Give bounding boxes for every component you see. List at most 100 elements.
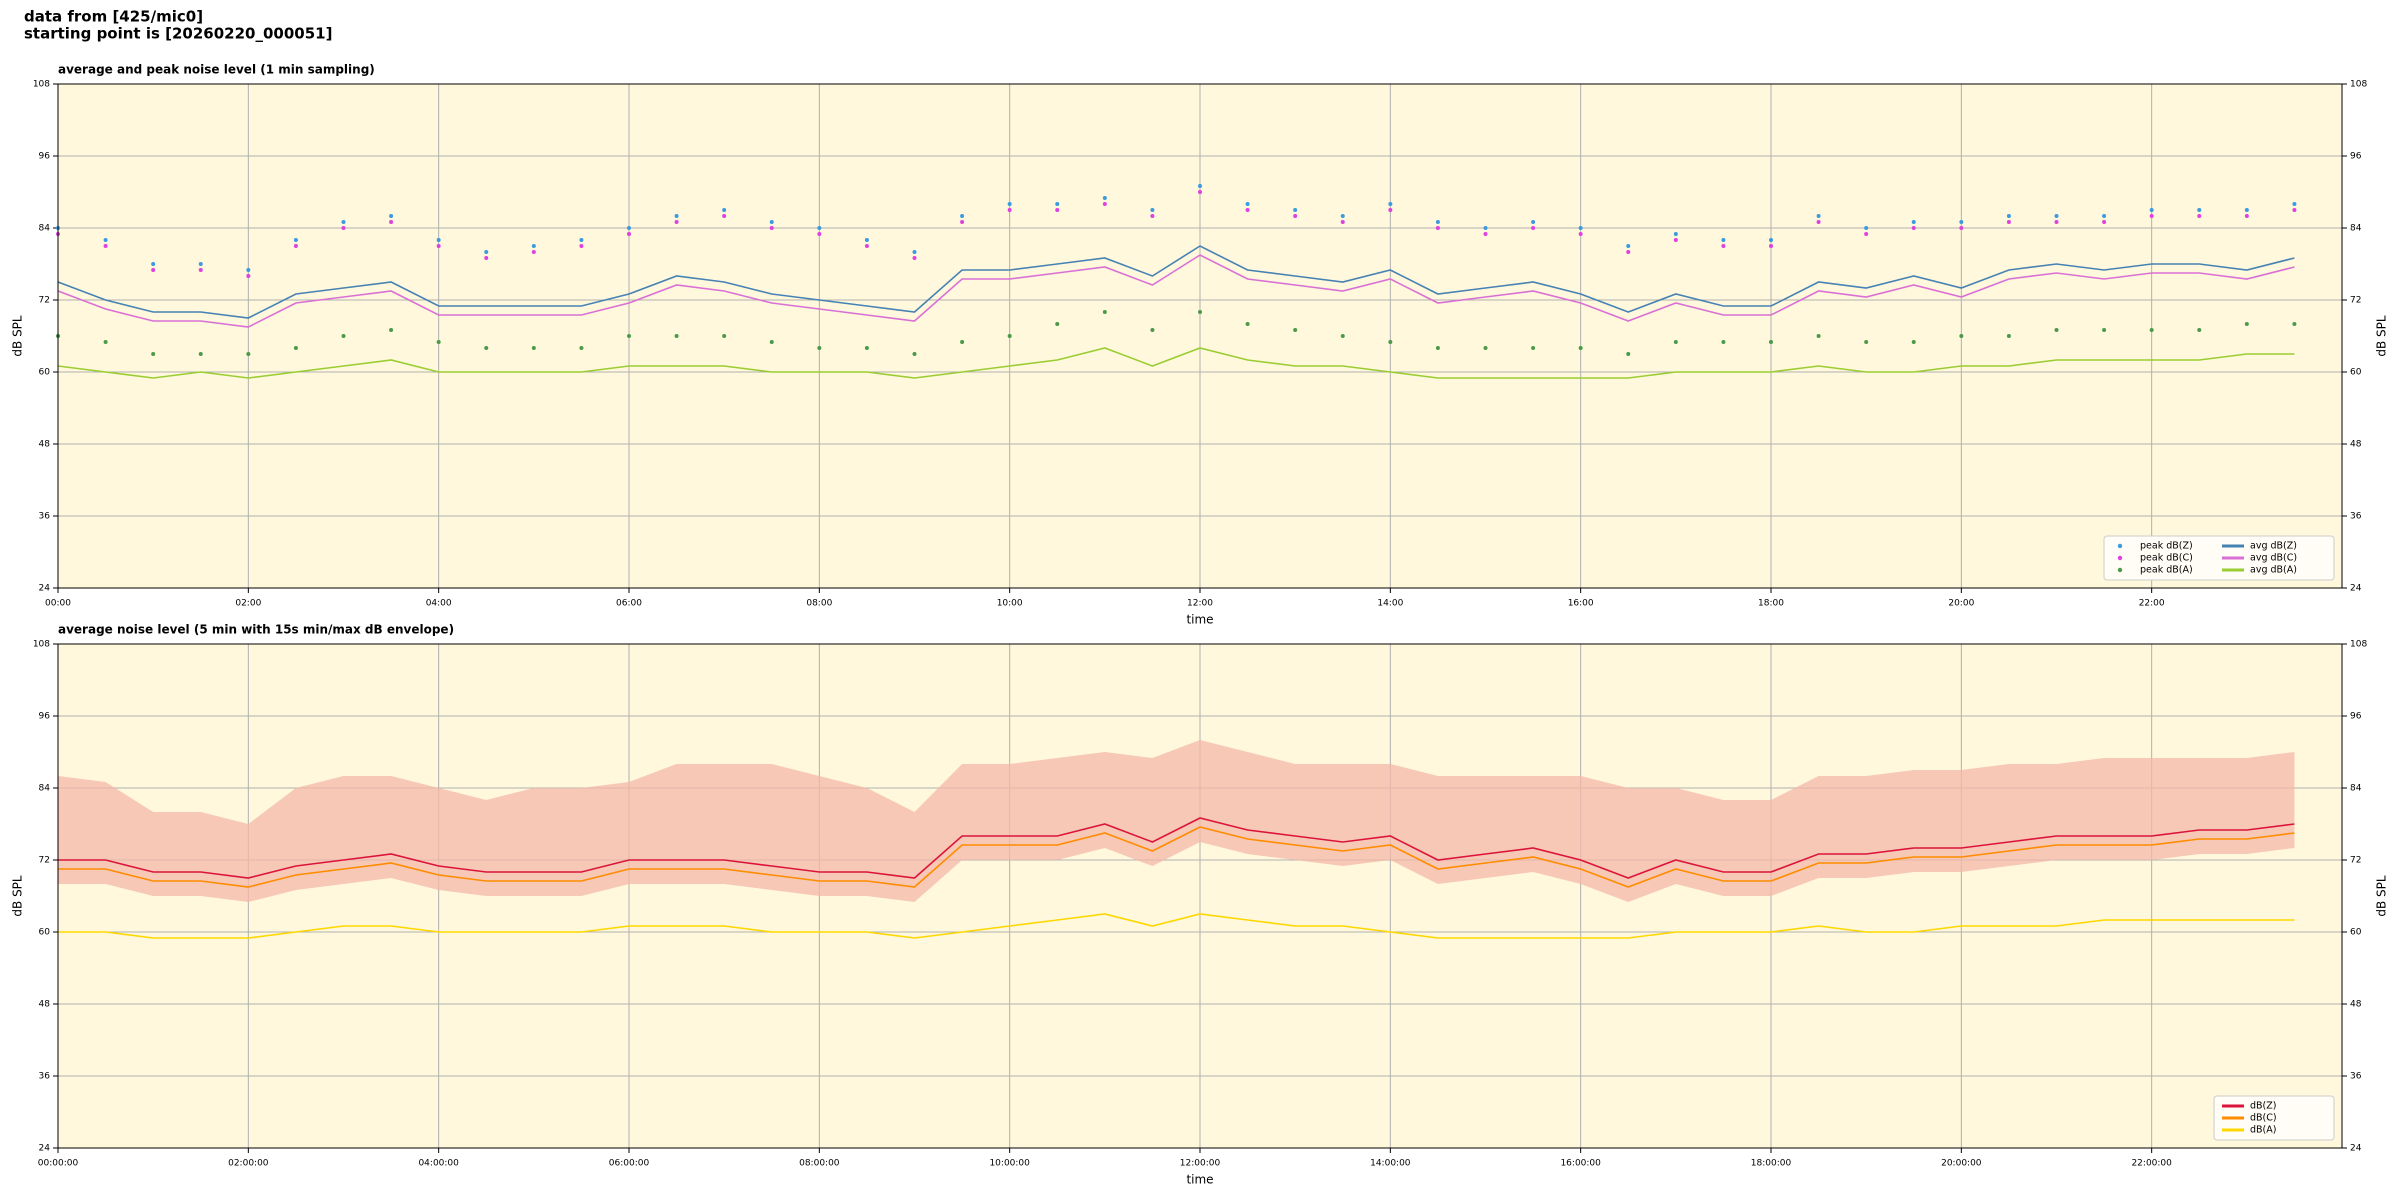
peak-dot: [674, 220, 679, 224]
peak-dot: [1769, 340, 1773, 344]
y2-tick-label: 48: [2350, 440, 2362, 450]
peak-dot: [1816, 334, 1821, 338]
peak-dot: [198, 268, 203, 272]
series-line: [58, 913, 2295, 939]
peak-dot: [2149, 328, 2154, 332]
peak-dot: [1150, 214, 1155, 218]
peak-dot: [1340, 214, 1345, 218]
peak-dot: [1578, 226, 1583, 230]
peak-dot: [769, 340, 774, 344]
y-tick-label: 108: [33, 80, 50, 90]
x-tick-label: 06:00: [616, 599, 642, 609]
y-tick-label: 60: [39, 928, 51, 938]
peak-dot: [246, 352, 251, 356]
peak-dot: [151, 352, 156, 356]
header-line: data from [425/mic0]: [24, 8, 203, 26]
peak-dot: [2197, 214, 2202, 218]
peak-dot: [1340, 334, 1345, 338]
x-tick-label: 14:00: [1377, 599, 1403, 609]
peak-dot: [1673, 232, 1678, 236]
y-tick-label: 60: [39, 368, 51, 378]
x-tick-label: 20:00: [1948, 599, 1974, 609]
series-line: [57, 347, 2295, 379]
peak-dot: [2102, 214, 2107, 218]
peak-dot: [1531, 346, 1536, 350]
y-axis-label: dB SPL: [11, 875, 25, 917]
y2-tick-label: 108: [2350, 640, 2367, 650]
panel-title: average noise level (5 min with 15s min/…: [58, 623, 454, 637]
peak-dot: [1435, 346, 1440, 350]
y-tick-label: 72: [39, 296, 50, 306]
peak-dot: [1245, 208, 1250, 212]
peak-dot: [293, 238, 298, 242]
x-tick-label: 08:00:00: [799, 1159, 840, 1169]
peak-dot: [389, 214, 394, 218]
peak-dot: [198, 262, 203, 266]
x-tick-label: 00:00:00: [38, 1159, 79, 1169]
peak-dot: [1388, 202, 1393, 206]
peak-dot: [817, 232, 822, 236]
x-tick-label: 06:00:00: [609, 1159, 650, 1169]
series-line: [58, 817, 2295, 879]
legend-marker: [2117, 567, 2123, 573]
x-tick-label: 12:00:00: [1180, 1159, 1221, 1169]
y-tick-label: 108: [33, 640, 50, 650]
peak-dot: [579, 346, 584, 350]
peak-dot: [912, 250, 917, 254]
peak-dot: [1198, 310, 1202, 314]
peak-dot: [436, 340, 441, 344]
peak-dot: [769, 226, 774, 230]
panel-title: average and peak noise level (1 min samp…: [58, 63, 375, 77]
peak-dot: [2006, 334, 2011, 338]
peak-dot: [151, 262, 156, 266]
peak-dot: [2054, 214, 2059, 218]
peak-dot: [436, 238, 441, 242]
peak-dot: [912, 352, 917, 356]
legend-label: peak dB(Z): [2140, 541, 2193, 552]
peak-dot: [103, 340, 108, 344]
y-tick-label: 24: [39, 584, 51, 594]
peak-dot: [1150, 328, 1155, 332]
peak-dot: [674, 214, 679, 218]
peak-dot: [1055, 202, 1060, 206]
peak-dot: [1435, 226, 1440, 230]
peak-dot: [1388, 208, 1393, 212]
peak-dot: [2006, 220, 2011, 224]
legend-marker: [2117, 555, 2123, 561]
y2-tick-label: 84: [2350, 784, 2362, 794]
x-tick-label: 18:00:00: [1751, 1159, 1792, 1169]
peak-dot: [2149, 214, 2154, 218]
peak-dot: [2054, 328, 2059, 332]
peak-dot: [1959, 220, 1964, 224]
peak-dot: [2244, 214, 2249, 218]
peak-dot: [1293, 208, 1298, 212]
series-line: [58, 826, 2295, 888]
peak-dot: [722, 334, 727, 338]
peak-dot: [103, 244, 108, 248]
peak-dot: [1007, 208, 1012, 212]
peak-dot: [1816, 220, 1821, 224]
peak-dot: [2292, 208, 2297, 212]
peak-dot: [531, 346, 536, 350]
legend-label: avg dB(A): [2250, 565, 2297, 576]
legend-label: dB(A): [2250, 1125, 2276, 1136]
peak-dot: [531, 250, 536, 254]
x-tick-label: 14:00:00: [1370, 1159, 1411, 1169]
x-tick-label: 04:00: [426, 599, 452, 609]
peak-dot: [1531, 220, 1536, 224]
series-line: [57, 245, 2295, 319]
legend-label: avg dB(C): [2250, 553, 2297, 564]
peak-dot: [1578, 232, 1583, 236]
y2-tick-label: 72: [2350, 296, 2361, 306]
y2-tick-label: 108: [2350, 80, 2367, 90]
x-tick-label: 10:00:00: [989, 1159, 1030, 1169]
peak-dot: [1911, 226, 1916, 230]
peak-dot: [817, 346, 822, 350]
peak-dot: [960, 214, 965, 218]
legend-box: [2103, 535, 2335, 581]
legend-label: dB(C): [2250, 1113, 2277, 1124]
y-axis-label: dB SPL: [11, 315, 25, 357]
peak-dot: [2292, 202, 2297, 206]
peak-dot: [2149, 208, 2154, 212]
x-tick-label: 16:00: [1568, 599, 1594, 609]
